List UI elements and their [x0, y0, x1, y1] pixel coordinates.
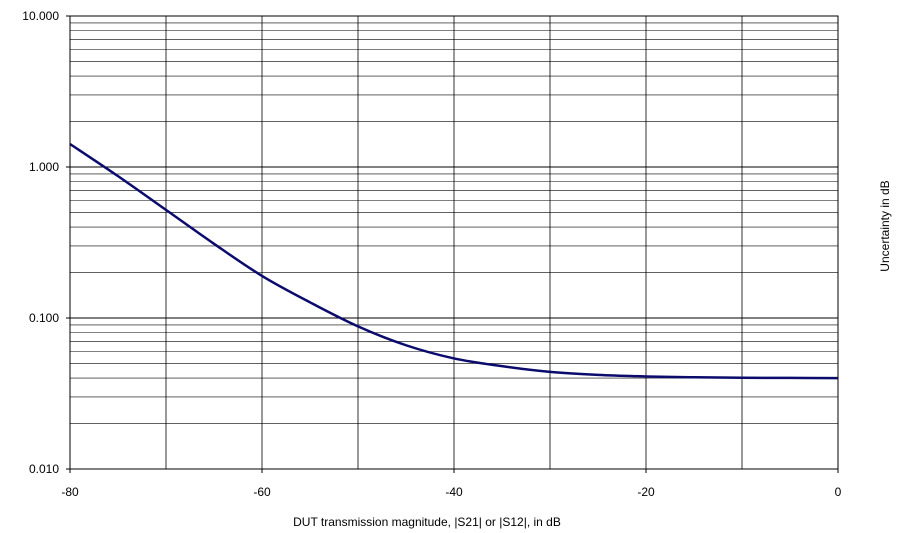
grid [70, 16, 838, 469]
x-tick-label: -80 [61, 485, 79, 499]
plot-border [69, 15, 839, 470]
x-tick-label: -40 [445, 485, 463, 499]
series-line [69, 142, 839, 380]
x-tick-label: -60 [253, 485, 271, 499]
x-tick-label: 0 [835, 485, 842, 499]
series-lines [69, 142, 839, 380]
x-tick-labels: -80 -60 -40 -20 0 [61, 469, 842, 499]
y-tick-label: 10.000 [22, 9, 59, 23]
x-tick-label: -20 [637, 485, 655, 499]
y-tick-label: 0.100 [29, 311, 59, 325]
x-axis-label: DUT transmission magnitude, |S21| or |S1… [293, 515, 561, 529]
y-axis-label: Uncertainty in dB [878, 180, 892, 271]
y-tick-label: 0.010 [29, 462, 59, 476]
y-tick-label: 1.000 [29, 160, 59, 174]
y-tick-labels: 0.010 0.100 1.000 10.000 [22, 9, 70, 476]
